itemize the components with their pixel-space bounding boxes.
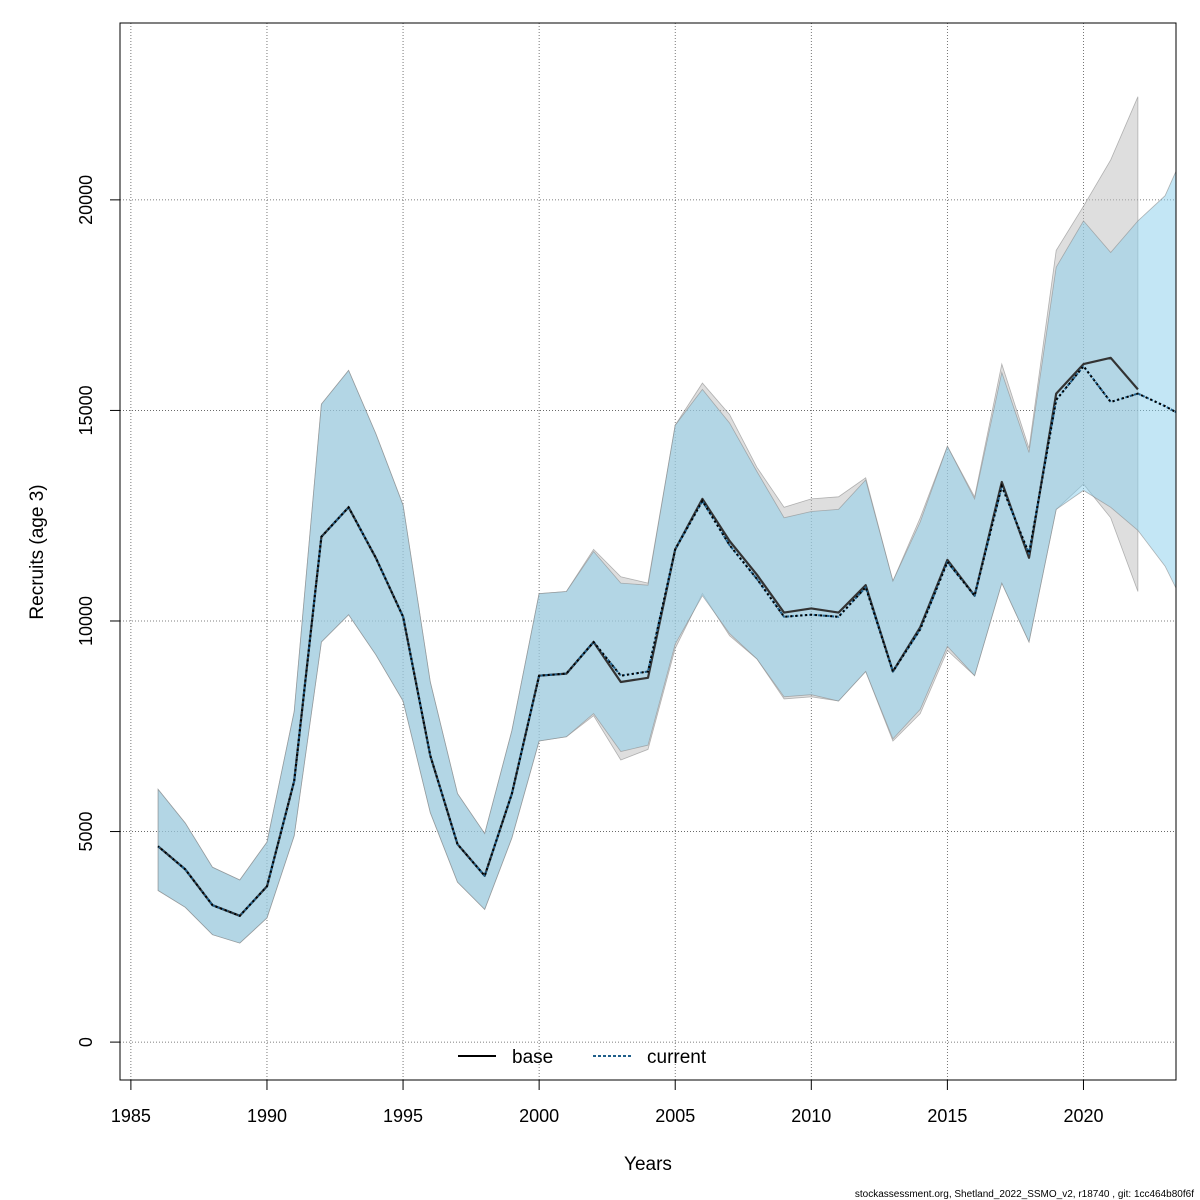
- legend-label-base: base: [512, 1047, 553, 1068]
- x-tick-label: 1990: [247, 1106, 287, 1126]
- line-current-dots: [157, 364, 1176, 917]
- x-tick-label: 1985: [111, 1106, 151, 1126]
- footnote: stockassessment.org, Shetland_2022_SSMO_…: [855, 1189, 1194, 1200]
- x-axis: 1985 1990 1995 2000 2005 2010 2015 2020: [111, 1079, 1103, 1126]
- y-axis-title: Recruits (age 3): [27, 484, 48, 619]
- x-tick-label: 2000: [519, 1106, 559, 1126]
- legend: base current: [458, 1047, 707, 1068]
- band-current: [157, 170, 1176, 944]
- confidence-bands: [157, 96, 1176, 944]
- legend-label-current: current: [647, 1047, 707, 1068]
- x-tick-label: 1995: [383, 1106, 423, 1126]
- x-tick-label: 2005: [655, 1106, 695, 1126]
- y-tick-label: 0: [76, 1037, 96, 1047]
- x-axis-title: Years: [624, 1154, 672, 1175]
- y-tick-label: 20000: [76, 175, 96, 225]
- y-tick-label: 5000: [76, 812, 96, 852]
- series-lines: [157, 356, 1176, 917]
- x-tick-label: 2010: [791, 1106, 831, 1126]
- x-tick-label: 2015: [927, 1106, 967, 1126]
- y-axis: 0 5000 10000 15000 20000: [76, 175, 121, 1047]
- x-tick-label: 2020: [1063, 1106, 1103, 1126]
- y-tick-label: 15000: [76, 385, 96, 435]
- y-tick-label: 10000: [76, 596, 96, 646]
